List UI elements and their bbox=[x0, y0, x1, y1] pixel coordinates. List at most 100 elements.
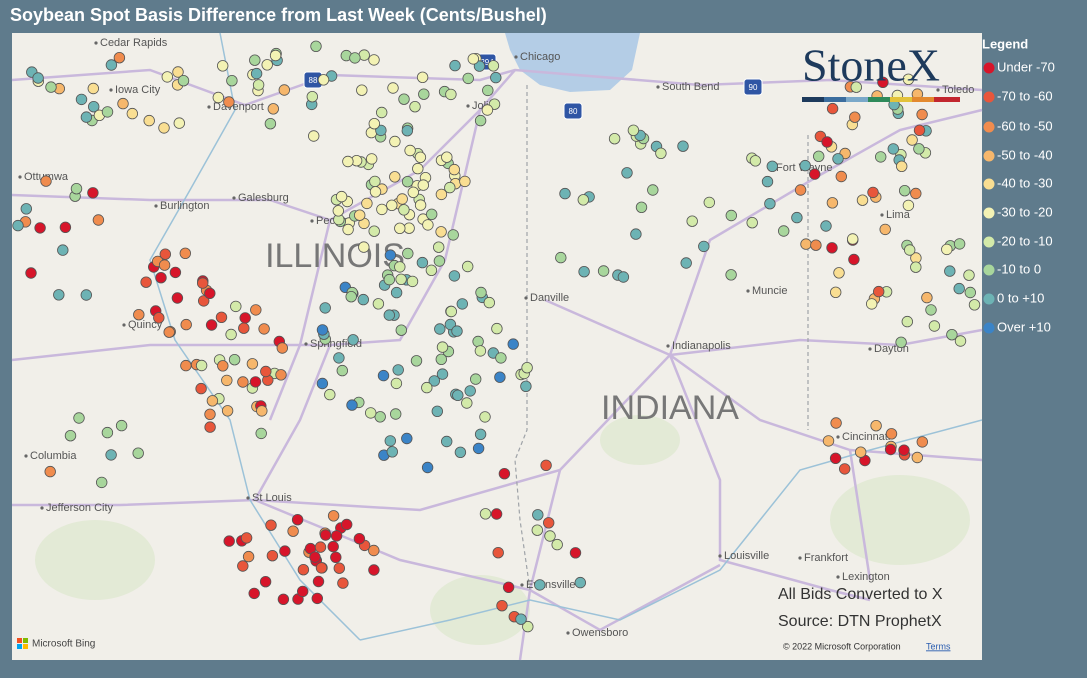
terms-link[interactable]: Terms bbox=[926, 641, 951, 651]
bid-point bbox=[946, 329, 958, 341]
bid-point bbox=[487, 60, 500, 72]
bid-point bbox=[70, 182, 83, 195]
bid-point bbox=[223, 535, 235, 547]
bid-point bbox=[312, 575, 325, 588]
bid-point bbox=[472, 442, 485, 455]
bing-icon bbox=[23, 638, 28, 643]
bid-point bbox=[725, 269, 737, 281]
city-label: Cedar Rapids bbox=[100, 37, 168, 49]
bid-point bbox=[435, 353, 448, 366]
city-label: Quincy bbox=[128, 319, 163, 331]
bid-point bbox=[377, 369, 390, 382]
shield-number: 90 bbox=[749, 83, 758, 92]
bid-point bbox=[855, 446, 867, 458]
city-label: Jefferson City bbox=[46, 502, 114, 514]
bid-point bbox=[835, 170, 848, 183]
bid-point bbox=[216, 60, 229, 72]
bid-point bbox=[435, 188, 448, 201]
bid-point bbox=[532, 509, 544, 521]
bid-point bbox=[238, 322, 250, 334]
bid-point bbox=[212, 91, 225, 104]
bid-point bbox=[204, 287, 216, 300]
bid-point bbox=[337, 577, 349, 589]
bid-point bbox=[392, 364, 404, 376]
bid-point bbox=[531, 524, 544, 536]
city-dot bbox=[798, 556, 802, 560]
bid-point bbox=[204, 408, 216, 421]
bid-point bbox=[635, 201, 648, 214]
city-label: Indianapolis bbox=[672, 340, 731, 352]
bid-point bbox=[569, 547, 582, 559]
bid-point bbox=[204, 421, 216, 433]
bid-point bbox=[195, 359, 208, 372]
bid-point bbox=[246, 358, 259, 370]
bid-point bbox=[87, 82, 100, 95]
bid-point bbox=[491, 322, 503, 335]
bid-point bbox=[428, 375, 441, 387]
bid-point bbox=[372, 298, 385, 310]
city-label: Evansville bbox=[526, 579, 576, 591]
bid-point bbox=[421, 381, 433, 394]
bid-point bbox=[910, 261, 922, 273]
bid-point bbox=[448, 270, 461, 282]
legend-title: Legend bbox=[982, 36, 1028, 51]
bid-point bbox=[395, 273, 407, 286]
bid-point bbox=[444, 181, 456, 194]
bid-point bbox=[402, 247, 414, 260]
bid-point bbox=[316, 324, 329, 336]
bid-point bbox=[32, 72, 44, 84]
bid-point bbox=[456, 298, 469, 310]
city-label: South Bend bbox=[662, 81, 720, 93]
bid-point bbox=[543, 517, 555, 529]
bid-point bbox=[221, 374, 233, 387]
map-base bbox=[11, 32, 983, 661]
city-dot bbox=[246, 496, 250, 500]
bid-point bbox=[521, 362, 533, 374]
shield bbox=[743, 78, 763, 96]
bid-point bbox=[330, 530, 343, 542]
city-dot bbox=[880, 213, 884, 217]
bid-point bbox=[963, 269, 975, 281]
bid-point bbox=[368, 544, 380, 557]
bid-point bbox=[347, 334, 359, 346]
city-label: Owensboro bbox=[572, 627, 628, 639]
bid-point bbox=[341, 518, 353, 531]
bid-point bbox=[441, 435, 453, 448]
bid-point bbox=[73, 412, 85, 424]
bid-point bbox=[172, 66, 184, 78]
bid-point bbox=[540, 459, 552, 472]
bid-point bbox=[252, 79, 265, 91]
bid-point bbox=[495, 352, 507, 364]
state-label: ILLINOIS bbox=[265, 237, 405, 275]
bid-point bbox=[368, 117, 381, 130]
bid-point bbox=[686, 215, 698, 227]
bid-point bbox=[115, 419, 128, 432]
bid-point bbox=[414, 151, 427, 164]
city-dot bbox=[520, 583, 524, 587]
bid-point bbox=[627, 124, 640, 137]
bid-point bbox=[655, 147, 667, 160]
bid-point bbox=[59, 221, 72, 234]
bid-point bbox=[422, 219, 434, 231]
bid-point bbox=[417, 179, 430, 191]
legend-label: -20 to -10 bbox=[997, 233, 1053, 248]
bid-point bbox=[297, 564, 310, 576]
bid-point bbox=[258, 323, 270, 335]
city-dot bbox=[718, 554, 722, 558]
bid-point bbox=[877, 76, 889, 89]
bid-point bbox=[358, 241, 370, 253]
bid-point bbox=[265, 519, 277, 531]
bid-point bbox=[447, 229, 459, 241]
bid-point bbox=[53, 289, 65, 301]
bid-point bbox=[551, 538, 563, 551]
bid-point bbox=[153, 312, 165, 324]
bid-point bbox=[799, 159, 811, 172]
bid-point bbox=[206, 395, 219, 407]
bid-point bbox=[813, 150, 825, 163]
bid-point bbox=[810, 239, 822, 251]
city-dot bbox=[207, 105, 211, 109]
bid-point bbox=[163, 326, 175, 338]
bid-points bbox=[12, 40, 981, 633]
bid-point bbox=[105, 449, 117, 461]
bid-point bbox=[346, 399, 358, 411]
